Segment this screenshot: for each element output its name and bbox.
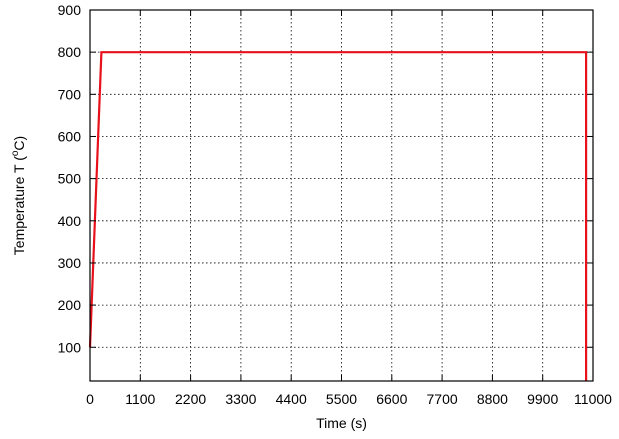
x-axis-title: Time (s)	[316, 415, 367, 431]
y-tick-label: 900	[58, 2, 82, 18]
y-tick-label: 300	[58, 255, 82, 271]
y-axis-title-superscript: o	[10, 150, 21, 156]
y-axis-title-suffix: C)	[11, 136, 27, 151]
series-layer	[88, 51, 588, 381]
x-tick-label: 5500	[326, 391, 357, 407]
series-line-0	[88, 51, 588, 381]
y-tick-label: 700	[58, 86, 82, 102]
y-tick-label: 100	[58, 339, 82, 355]
y-axis-title: Temperature T (oC)	[10, 136, 27, 255]
x-tick-label: 2200	[175, 391, 206, 407]
x-tick-label: 0	[86, 391, 94, 407]
y-tick-label: 400	[58, 213, 82, 229]
y-tick-label: 800	[58, 44, 82, 60]
x-tick-label: 6600	[376, 391, 407, 407]
y-tick-label: 500	[58, 171, 82, 187]
label-layer: 0 1100 2200 3300 4400 5500 6600 7700 8800 9900 110…	[58, 2, 613, 407]
grid-layer	[90, 10, 593, 381]
x-tick-label: 8800	[477, 391, 508, 407]
y-tick-label: 600	[58, 128, 82, 144]
x-tick-label: 9900	[527, 391, 558, 407]
y-axis-title-prefix: Temperature T (	[11, 156, 27, 255]
tick-layer	[89, 9, 594, 381]
x-tick-label: 11000	[574, 391, 612, 407]
x-tick-label: 3300	[225, 391, 256, 407]
x-tick-label: 4400	[276, 391, 307, 407]
y-tick-label: 200	[58, 297, 82, 313]
x-tick-label: 1100	[125, 391, 155, 407]
x-tick-label: 7700	[427, 391, 458, 407]
